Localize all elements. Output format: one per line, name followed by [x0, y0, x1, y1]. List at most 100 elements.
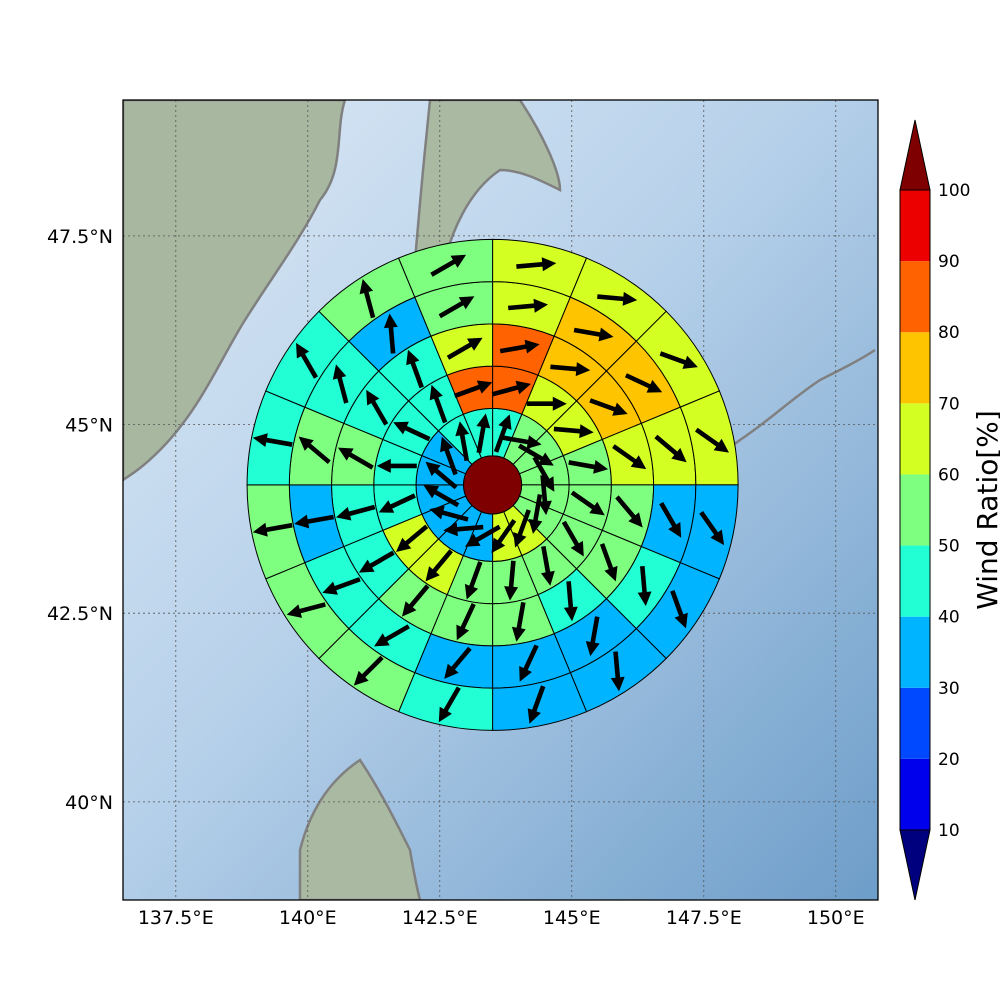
- x-tick-label: 147.5°E: [666, 907, 742, 929]
- wind-arrow: [493, 414, 512, 453]
- wind-arrow: [612, 444, 647, 470]
- wind-arrow: [597, 291, 638, 306]
- wind-arrow: [508, 298, 548, 313]
- colorbar-tick-label: 80: [938, 323, 960, 343]
- wind-arrow: [637, 566, 652, 606]
- colorbar-band: [900, 190, 930, 262]
- wind-arrow: [393, 421, 431, 442]
- wind-arrow: [532, 456, 555, 492]
- colorbar-tick-label: 50: [938, 537, 960, 557]
- x-tick-label: 142.5°E: [402, 907, 478, 929]
- wind-arrow: [541, 546, 555, 586]
- wind-arrow: [402, 584, 430, 617]
- colorbar-extend-bottom: [899, 829, 931, 901]
- wind-arrow: [589, 398, 628, 416]
- wind-arrow: [561, 520, 584, 557]
- colorbar-band: [900, 261, 930, 333]
- wind-arrow: [443, 522, 484, 537]
- wind-arrow: [359, 279, 376, 319]
- wind-arrow: [659, 351, 698, 369]
- wind-arrow: [423, 485, 460, 508]
- wind-arrow: [332, 364, 349, 404]
- wind-arrow: [353, 655, 384, 686]
- colorbar-band: [900, 332, 930, 404]
- wind-arrow: [430, 254, 467, 277]
- wind-arrow: [252, 522, 293, 537]
- colorbar-tick-label: 40: [938, 608, 960, 628]
- wind-arrow: [654, 434, 687, 463]
- wind-arrow: [476, 413, 491, 454]
- wind-arrow: [516, 257, 557, 272]
- y-tick-label: 47.5°N: [47, 226, 113, 248]
- wind-arrow: [440, 436, 458, 476]
- wind-arrow: [374, 624, 410, 647]
- wind-arrow: [491, 519, 517, 554]
- wind-arrow: [446, 337, 483, 360]
- wind-arrow: [298, 436, 331, 464]
- land-terrain-south: [298, 758, 422, 900]
- colorbar-extend-top: [899, 119, 931, 191]
- wind-arrow: [585, 616, 600, 657]
- wind-arrow: [322, 577, 361, 595]
- wind-arrow: [425, 461, 458, 490]
- y-tick-label: 42.5°N: [47, 603, 113, 625]
- wind-arrow: [610, 651, 625, 692]
- y-tick-label: 45°N: [65, 415, 113, 437]
- colorbar-tick-label: 10: [938, 821, 960, 841]
- colorbar-tick-label: 100: [938, 181, 970, 201]
- wind-arrow: [519, 644, 539, 682]
- wind-arrow: [659, 502, 682, 538]
- x-axis-ticks: 137.5°E 140°E 142.5°E 145°E 147.5°E 150°E: [138, 907, 865, 929]
- wind-arrow: [456, 603, 476, 641]
- wind-arrow: [624, 373, 663, 393]
- colorbar-band: [900, 687, 930, 759]
- colorbar-frame: [899, 189, 931, 831]
- wind-arrow: [376, 458, 417, 473]
- wind-arrow: [378, 493, 416, 513]
- wind-arrow: [568, 460, 609, 474]
- map-axes: 137.5°E 140°E 142.5°E 145°E 147.5°E 150°E 40°…: [47, 99, 879, 929]
- colorbar-band: [900, 545, 930, 617]
- colorbar-label: Wind Ratio[%]: [971, 410, 1000, 610]
- wind-arrow: [501, 435, 542, 449]
- colorbar-band: [900, 403, 930, 475]
- colorbar-tick-label: 70: [938, 394, 960, 414]
- colorbar-tick-label: 60: [938, 465, 960, 485]
- wind-arrow: [425, 549, 453, 582]
- colorbar-band: [900, 758, 930, 830]
- wind-arrow: [518, 443, 554, 466]
- wind-arrow: [499, 339, 540, 354]
- colorbar-band: [900, 474, 930, 546]
- wind-arrow: [550, 362, 591, 377]
- center-cell: [463, 455, 523, 515]
- wind-arrow: [366, 389, 389, 426]
- colorbar: Wind Ratio[%] 10 20 30 40 50 60 70 80 90 100: [899, 119, 1000, 901]
- map-frame: [122, 99, 879, 901]
- wind-arrow: [528, 494, 543, 534]
- wind-arrow: [338, 447, 374, 470]
- wind-arrow: [286, 602, 326, 618]
- wind-arrow: [563, 581, 578, 622]
- wind-arrow: [573, 327, 614, 342]
- wind-arrow: [615, 495, 643, 528]
- wind-arrow: [511, 602, 526, 642]
- wind-arrow: [537, 475, 552, 516]
- wind-arrow: [553, 424, 594, 439]
- wind-arrow: [358, 550, 395, 573]
- polar-sector-grid: [246, 238, 739, 731]
- wind-arrow: [438, 296, 475, 319]
- wind-arrow: [296, 342, 318, 379]
- wind-arrow: [504, 560, 519, 601]
- wind-arrow: [444, 646, 472, 679]
- wind-arrow: [429, 384, 448, 424]
- wind-arrow: [396, 524, 429, 552]
- wind-arrow: [464, 561, 483, 600]
- x-tick-label: 137.5°E: [138, 907, 214, 929]
- x-tick-label: 150°E: [807, 907, 865, 929]
- wind-arrow: [383, 313, 398, 354]
- x-tick-label: 145°E: [543, 907, 601, 929]
- wind-arrow: [599, 543, 618, 582]
- colorbar-band: [900, 616, 930, 688]
- colorbar-tick-label: 20: [938, 750, 960, 770]
